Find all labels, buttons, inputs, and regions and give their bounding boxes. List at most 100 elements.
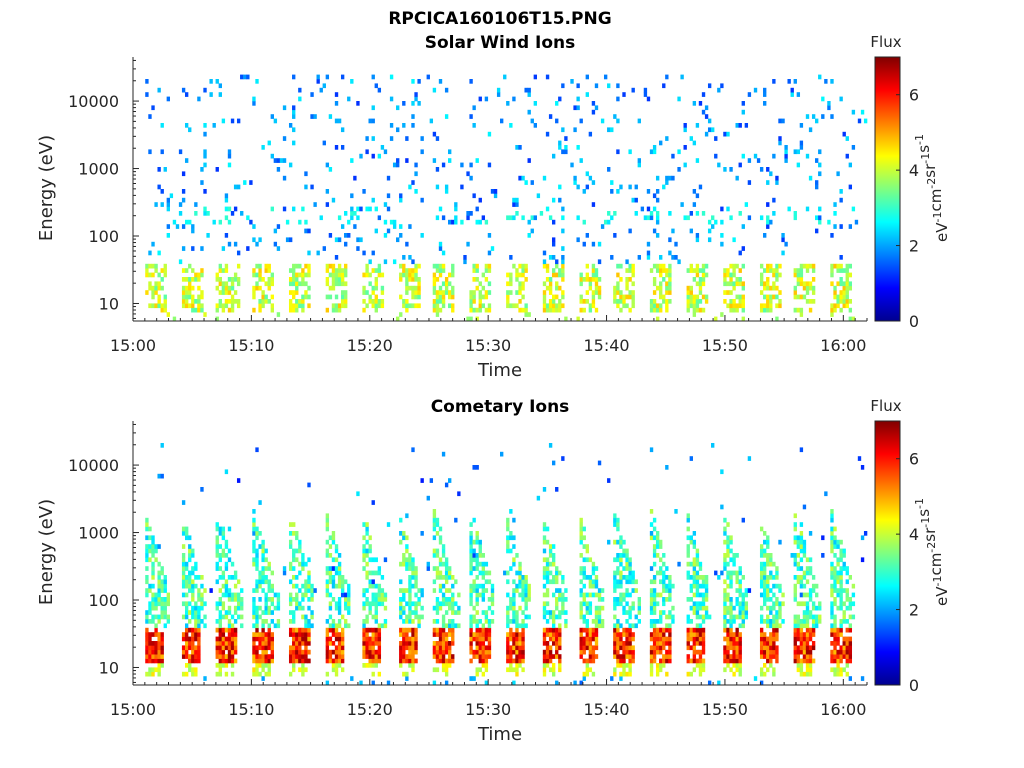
heatmap-cell — [643, 87, 648, 93]
heatmap-cell — [402, 645, 406, 651]
heatmap-cell — [304, 636, 308, 642]
heatmap-cell — [744, 605, 749, 611]
heatmap-cell — [833, 224, 837, 229]
heatmap-cell — [414, 189, 418, 194]
heatmap-cell — [405, 535, 409, 541]
heatmap-cell — [215, 627, 219, 633]
heatmap-cell — [435, 215, 440, 221]
heatmap-cell — [411, 654, 415, 659]
heatmap-cell — [350, 211, 354, 216]
heatmap-cell — [221, 285, 226, 291]
heatmap-cell — [469, 632, 473, 637]
heatmap-cell — [726, 645, 730, 651]
heatmap-cell — [160, 277, 164, 282]
heatmap-cell — [337, 583, 342, 589]
heatmap-cell — [334, 605, 339, 611]
heatmap-cell — [475, 601, 479, 607]
heatmap-cell — [301, 658, 305, 664]
heatmap-cell — [628, 184, 632, 190]
heatmap-cell — [625, 561, 629, 567]
heatmap-cell — [692, 101, 697, 106]
heatmap-cell — [441, 250, 446, 256]
y-tick-label: 10 — [99, 658, 119, 677]
colorbar-tick-label: 2 — [909, 601, 919, 620]
heatmap-cell — [784, 241, 788, 247]
heatmap-cell — [347, 610, 351, 615]
heatmap-cell — [839, 290, 843, 295]
heatmap-cell — [793, 290, 797, 295]
heatmap-cell — [362, 307, 366, 313]
heatmap-cell — [151, 241, 155, 247]
heatmap-cell — [399, 539, 403, 545]
heatmap-cell — [276, 597, 281, 602]
heatmap-cell — [811, 627, 816, 633]
heatmap-cell — [763, 654, 767, 659]
heatmap-cell — [766, 180, 770, 185]
heatmap-cell — [194, 610, 198, 615]
heatmap-cell — [551, 237, 556, 243]
heatmap-cell — [631, 272, 635, 278]
heatmap-cell — [542, 667, 547, 673]
heatmap-cell — [218, 299, 222, 304]
heatmap-cell — [181, 645, 186, 651]
heatmap-cell — [377, 566, 382, 571]
heatmap-cell — [579, 592, 583, 598]
heatmap-cell — [781, 601, 785, 607]
heatmap-cell — [778, 263, 782, 269]
heatmap-cell — [154, 263, 158, 269]
heatmap-cell — [842, 614, 846, 620]
heatmap-cell — [377, 645, 382, 651]
heatmap-cell — [692, 303, 697, 309]
heatmap-cell — [310, 583, 314, 589]
heatmap-cell — [154, 544, 158, 549]
heatmap-cell — [438, 570, 443, 576]
heatmap-cell — [662, 645, 666, 651]
heatmap-cell — [619, 671, 623, 677]
heatmap-cell — [331, 649, 336, 655]
heatmap-cell — [518, 632, 522, 637]
heatmap-cell — [151, 597, 155, 602]
heatmap-cell — [551, 614, 556, 620]
heatmap-cell — [441, 575, 446, 580]
heatmap-cell — [582, 583, 586, 589]
heatmap-cell — [674, 255, 678, 260]
heatmap-cell — [227, 649, 232, 655]
heatmap-cell — [714, 570, 718, 576]
heatmap-cell — [848, 614, 853, 620]
heatmap-cell — [331, 597, 336, 602]
heatmap-cell — [683, 162, 687, 168]
heatmap-cell — [799, 522, 804, 527]
heatmap-cell — [808, 645, 813, 651]
heatmap-cell — [377, 583, 382, 589]
heatmap-cell — [759, 263, 764, 269]
heatmap-cell — [365, 645, 369, 651]
heatmap-cell — [830, 623, 834, 629]
heatmap-cell — [668, 641, 672, 646]
heatmap-cell — [402, 268, 406, 273]
heatmap-cell — [301, 627, 305, 633]
heatmap-cell — [301, 636, 305, 642]
heatmap-cell — [772, 619, 776, 624]
heatmap-cell — [414, 303, 418, 309]
heatmap-cell — [533, 123, 537, 128]
heatmap-cell — [625, 303, 629, 309]
heatmap-cell — [368, 281, 372, 287]
heatmap-cell — [328, 544, 333, 549]
heatmap-cell — [695, 592, 700, 598]
heatmap-cell — [402, 632, 406, 637]
heatmap-cell — [414, 610, 418, 615]
heatmap-cell — [548, 281, 553, 287]
heatmap-cell — [738, 570, 742, 576]
heatmap-cell — [527, 92, 531, 97]
heatmap-cell — [698, 281, 703, 287]
heatmap-cell — [689, 303, 693, 309]
heatmap-cell — [808, 281, 813, 287]
heatmap-cell — [793, 553, 797, 558]
heatmap-cell — [628, 277, 632, 282]
heatmap-cell — [863, 531, 868, 536]
heatmap-cell — [411, 303, 415, 309]
heatmap-cell — [374, 206, 378, 212]
heatmap-cell — [845, 658, 849, 664]
heatmap-cell — [698, 566, 703, 571]
heatmap-cell — [371, 680, 375, 686]
